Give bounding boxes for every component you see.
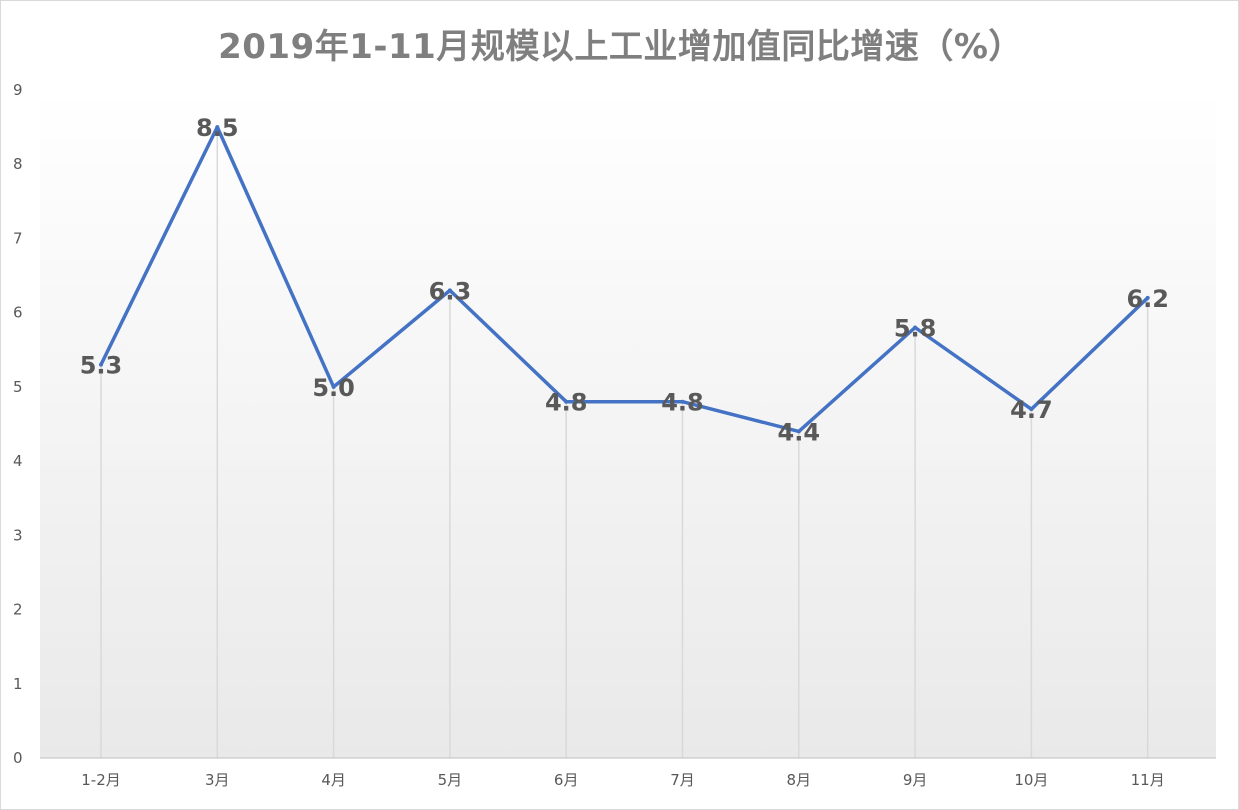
y-tick-label: 2	[13, 601, 23, 619]
x-tick-label: 11月	[1131, 771, 1165, 789]
x-tick-label: 10月	[1014, 771, 1048, 789]
data-point	[796, 429, 801, 434]
data-label: 8.5	[196, 114, 239, 142]
data-label: 4.7	[1010, 396, 1053, 424]
y-tick-label: 8	[13, 155, 23, 173]
x-tick-label: 1-2月	[81, 771, 121, 789]
x-tick-label: 8月	[787, 771, 812, 789]
data-point	[447, 288, 452, 293]
data-point	[1145, 295, 1150, 300]
data-point	[1029, 407, 1034, 412]
data-point	[564, 399, 569, 404]
chart-title: 2019年1-11月规模以上工业增加值同比增速（%）	[218, 27, 1023, 67]
data-point	[680, 399, 685, 404]
x-tick-label: 9月	[903, 771, 928, 789]
y-tick-label: 1	[13, 675, 23, 693]
x-tick-label: 6月	[554, 771, 579, 789]
data-label: 6.2	[1126, 285, 1169, 313]
data-label: 5.3	[80, 352, 123, 380]
x-tick-label: 5月	[438, 771, 463, 789]
y-tick-label: 5	[13, 378, 23, 396]
data-label: 5.8	[894, 315, 937, 343]
data-point	[99, 362, 103, 367]
y-tick-label: 9	[13, 81, 23, 99]
y-tick-label: 4	[13, 452, 23, 470]
data-label: 4.8	[545, 389, 588, 417]
y-tick-label: 3	[13, 526, 23, 544]
y-tick-label: 6	[13, 304, 23, 322]
data-label: 5.0	[312, 374, 355, 402]
series-line	[99, 125, 1150, 434]
y-tick-label: 7	[13, 229, 23, 247]
x-tick-label: 4月	[321, 771, 346, 789]
data-label: 4.8	[661, 389, 704, 417]
y-tick-label: 0	[13, 749, 23, 767]
data-point	[913, 325, 918, 330]
data-point	[215, 125, 220, 130]
data-label: 4.4	[778, 418, 821, 446]
data-label: 6.3	[429, 277, 472, 305]
data-point	[331, 384, 336, 389]
x-tick-label: 7月	[670, 771, 695, 789]
x-tick-label: 3月	[205, 771, 230, 789]
plot-area	[40, 90, 1216, 758]
